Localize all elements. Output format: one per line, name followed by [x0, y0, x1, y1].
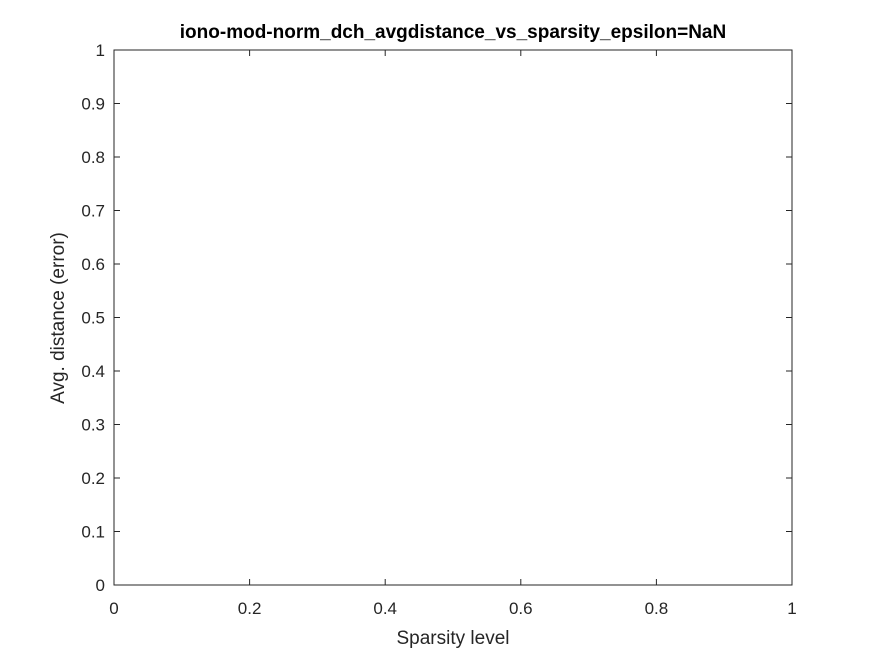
x-tick-label: 0	[109, 599, 118, 618]
chart-title: iono-mod-norm_dch_avgdistance_vs_sparsit…	[180, 22, 726, 43]
y-tick-label: 0.4	[81, 362, 105, 381]
y-axis-ticks: 0 0.1 0.2 0.3 0.4 0.5 0.6 0.7 0.8 0.9 1	[81, 41, 792, 595]
y-tick-label: 0.1	[81, 523, 105, 542]
x-tick-label: 0.4	[373, 599, 397, 618]
x-axis-label: Sparsity level	[397, 628, 510, 649]
axes-group: 0 0.2 0.4 0.6 0.8 1 0 0.1 0.2 0.3 0.4 0.5 0.6 0.7 0.8…	[81, 41, 796, 618]
y-axis-label: Avg. distance (error)	[48, 232, 69, 404]
plot-area	[113, 49, 793, 586]
x-tick-label: 0.8	[645, 599, 669, 618]
y-tick-label: 0.9	[81, 95, 105, 114]
x-axis-ticks: 0 0.2 0.4 0.6 0.8 1	[109, 50, 797, 618]
y-tick-label: 0.8	[81, 148, 105, 167]
y-tick-label: 0.2	[81, 469, 105, 488]
y-tick-label: 0.6	[81, 255, 105, 274]
y-tick-label: 0.7	[81, 202, 105, 221]
y-tick-label: 0.5	[81, 309, 105, 328]
y-tick-label: 0	[96, 576, 105, 595]
y-tick-label: 1	[96, 41, 105, 60]
x-tick-label: 0.6	[509, 599, 533, 618]
x-tick-label: 0.2	[238, 599, 262, 618]
y-tick-label: 0.3	[81, 416, 105, 435]
x-tick-label: 1	[787, 599, 796, 618]
